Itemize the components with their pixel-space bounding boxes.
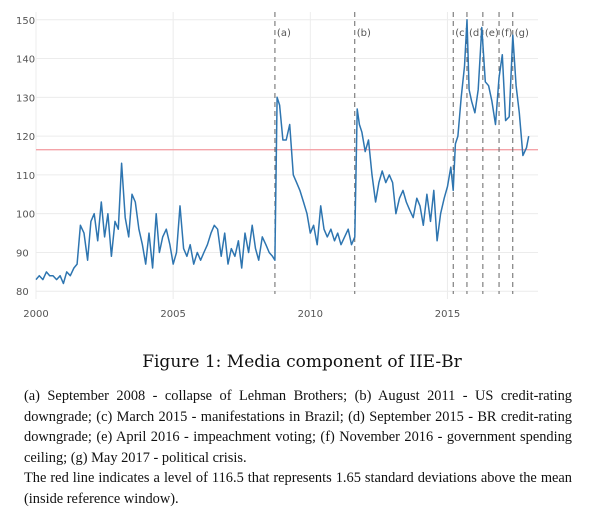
- event-notes: (a) September 2008 - collapse of Lehman …: [24, 388, 572, 466]
- x-tick-label: 2015: [435, 309, 460, 320]
- event-label: (c): [455, 28, 468, 39]
- y-tick-label: 80: [16, 287, 29, 298]
- red-line-note: The red line indicates a level of 116.5 …: [24, 470, 572, 507]
- event-label: (f): [501, 28, 512, 39]
- event-label: (d): [469, 28, 483, 39]
- y-tick-labels: 80 90 100 110 120 130 140 150: [16, 16, 35, 298]
- event-markers: (a) (b) (c) (d) (e) (f) (g): [274, 12, 529, 294]
- event-label: (a): [277, 28, 291, 39]
- y-tick-label: 130: [16, 93, 35, 104]
- x-tick-labels: 2000 2005 2010 2015: [23, 309, 460, 320]
- series-group: [35, 19, 530, 285]
- event-label: (b): [357, 28, 371, 39]
- y-tick-label: 150: [16, 16, 35, 27]
- y-tick-label: 110: [16, 171, 35, 182]
- y-tick-label: 90: [16, 248, 29, 259]
- x-tick-label: 2005: [160, 309, 185, 320]
- y-tick-label: 120: [16, 132, 35, 143]
- series-line: [35, 19, 530, 285]
- event-label: (e): [485, 28, 499, 39]
- y-tick-label: 100: [16, 210, 35, 221]
- x-tick-label: 2010: [298, 309, 323, 320]
- figure-caption: Figure 1: Media component of IIE-Br: [142, 352, 462, 372]
- media-component-chart: (a) (b) (c) (d) (e) (f) (g) 80 90 100 110 120 130 14…: [16, 12, 538, 320]
- figure-notes: (a) September 2008 - collapse of Lehman …: [24, 386, 572, 509]
- y-tick-label: 140: [16, 55, 35, 66]
- event-label: (g): [515, 28, 529, 39]
- x-tick-label: 2000: [23, 309, 48, 320]
